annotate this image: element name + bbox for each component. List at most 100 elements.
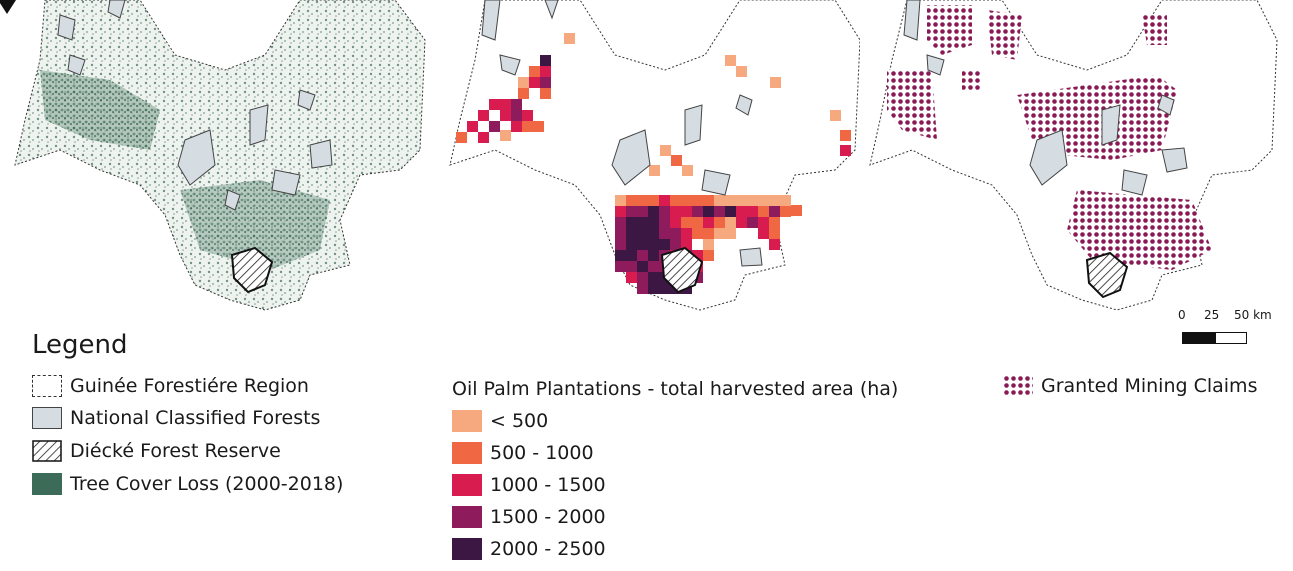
map-tree-cover-loss xyxy=(0,0,430,318)
forest-swatch xyxy=(32,407,62,429)
diecke-reserve xyxy=(230,246,274,294)
oil-palm-swatch xyxy=(452,474,482,496)
oil-palm-cell xyxy=(615,261,626,272)
legend-label: National Classified Forests xyxy=(70,407,321,429)
legend-item-reserve: Diécké Forest Reserve xyxy=(32,440,281,462)
oil-palm-cell xyxy=(659,228,670,239)
oil-palm-cell xyxy=(637,206,648,217)
oil-palm-cell xyxy=(456,132,467,143)
oil-palm-cell xyxy=(637,261,648,272)
oil-palm-cell xyxy=(682,165,693,176)
oil-palm-cell xyxy=(522,121,533,132)
region-swatch xyxy=(32,375,62,397)
oil-palm-cell xyxy=(637,195,648,206)
oil-palm-cell xyxy=(780,206,791,217)
oil-palm-cell xyxy=(769,206,780,217)
oil-palm-cell xyxy=(637,250,648,261)
oil-palm-cell xyxy=(626,228,637,239)
oil-palm-cell xyxy=(747,195,758,206)
region-outline xyxy=(14,0,426,311)
map-oil-palm xyxy=(440,0,860,318)
legend-label: 2000 - 2500 xyxy=(490,538,606,560)
oil-palm-cell xyxy=(703,228,714,239)
oil-palm-cell xyxy=(648,228,659,239)
oil-palm-cell xyxy=(626,250,637,261)
diecke-reserve xyxy=(660,246,704,294)
oil-palm-cell xyxy=(518,77,529,88)
diecke-reserve xyxy=(1085,251,1129,299)
classified-forests xyxy=(481,0,763,267)
oil-palm-cell xyxy=(637,228,648,239)
oil-palm-class-4: 1500 - 2000 xyxy=(452,506,606,528)
oil-palm-cell xyxy=(626,195,637,206)
map-mining-claims xyxy=(862,0,1282,318)
oil-palm-cell xyxy=(615,217,626,228)
oil-palm-legend-title: Oil Palm Plantations - total harvested a… xyxy=(452,378,898,400)
oil-palm-cell xyxy=(660,145,671,156)
oil-palm-cell xyxy=(626,272,637,283)
legend-label: 1000 - 1500 xyxy=(490,474,606,496)
oil-palm-class-3: 1000 - 1500 xyxy=(452,474,606,496)
scale-label: 25 xyxy=(1204,308,1220,322)
oil-palm-cell xyxy=(681,239,692,250)
legend-label: Guinée Forestiére Region xyxy=(70,375,309,397)
oil-palm-cell xyxy=(791,205,802,216)
oil-palm-cell xyxy=(478,110,489,121)
classified-forests xyxy=(57,0,333,211)
oil-palm-cell xyxy=(670,228,681,239)
oil-palm-cell xyxy=(648,272,659,283)
oil-palm-cell xyxy=(540,88,551,99)
oil-palm-cell xyxy=(770,77,781,88)
oil-palm-cell xyxy=(747,217,758,228)
oil-palm-cell xyxy=(714,217,725,228)
oil-palm-cell xyxy=(725,206,736,217)
oil-palm-cell xyxy=(615,206,626,217)
oil-palm-cell xyxy=(736,195,747,206)
oil-palm-cell xyxy=(769,239,780,250)
oil-palm-cell xyxy=(615,239,626,250)
oil-palm-cell xyxy=(648,283,659,294)
oil-palm-cell xyxy=(692,250,703,261)
mining-swatch xyxy=(1003,375,1033,397)
mining-claims xyxy=(887,5,1212,270)
legend-label: Oil Palm Plantations - total harvested a… xyxy=(452,378,899,400)
scale-label: 0 xyxy=(1178,308,1186,322)
legend-item-region: Guinée Forestiére Region xyxy=(32,375,309,397)
oil-palm-cell xyxy=(648,239,659,250)
oil-palm-cell xyxy=(670,206,681,217)
oil-palm-swatch xyxy=(452,506,482,528)
oil-palm-cell xyxy=(529,77,540,88)
oil-palm-cell xyxy=(703,206,714,217)
oil-palm-cell xyxy=(840,130,851,141)
classified-forests xyxy=(903,0,1188,196)
legend-label: Tree Cover Loss (2000-2018) xyxy=(70,473,344,495)
scale-bar: 0 25 50 km xyxy=(1178,308,1288,348)
oil-palm-cell xyxy=(780,195,791,206)
legend-item-classified-forests: National Classified Forests xyxy=(32,407,320,429)
oil-palm-cell xyxy=(671,155,682,166)
oil-palm-cell xyxy=(725,217,736,228)
oil-palm-cell xyxy=(692,206,703,217)
oil-palm-cell xyxy=(637,272,648,283)
oil-palm-cell xyxy=(615,250,626,261)
oil-palm-cell xyxy=(692,217,703,228)
oil-palm-cell xyxy=(478,132,489,143)
legend-item-mining: Granted Mining Claims xyxy=(1003,375,1257,397)
legend-label: 1500 - 2000 xyxy=(490,506,606,528)
oil-palm-swatch xyxy=(452,410,482,432)
oil-palm-cell xyxy=(540,55,551,66)
oil-palm-cell xyxy=(518,88,529,99)
oil-palm-cell xyxy=(703,195,714,206)
oil-palm-cell xyxy=(529,66,540,77)
oil-palm-cell xyxy=(626,217,637,228)
oil-palm-class-2: 500 - 1000 xyxy=(452,442,594,464)
legend-label: < 500 xyxy=(490,410,549,432)
oil-palm-cell xyxy=(511,121,522,132)
oil-palm-cell xyxy=(626,206,637,217)
oil-palm-cell xyxy=(758,206,769,217)
tree-loss-swatch xyxy=(32,473,62,495)
oil-palm-cell xyxy=(648,195,659,206)
oil-palm-cell xyxy=(500,110,511,121)
oil-palm-cell xyxy=(489,121,500,132)
oil-palm-cell xyxy=(533,121,544,132)
